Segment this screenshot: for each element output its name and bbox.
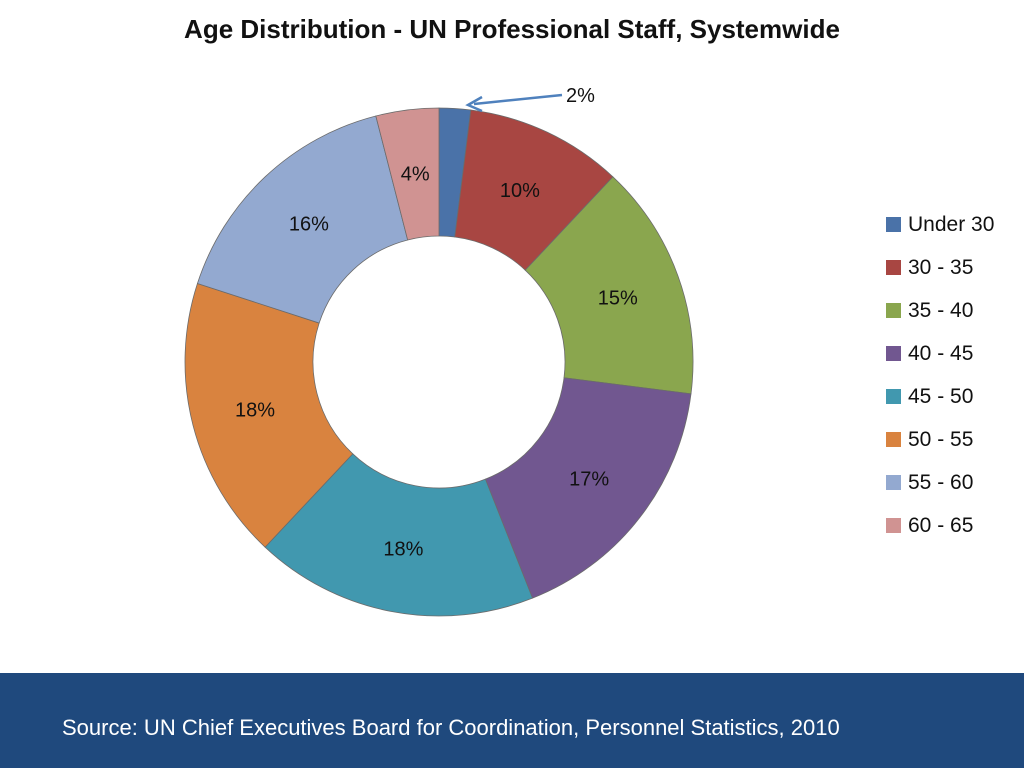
footer-bar: Source: UN Chief Executives Board for Co… <box>0 673 1024 768</box>
callout-arrowhead <box>465 95 483 113</box>
legend-label: 55 - 60 <box>908 470 974 494</box>
legend-swatch <box>886 432 901 447</box>
slice-50-55 <box>184 283 354 548</box>
legend-item-55-60: 55 - 60 <box>886 461 994 504</box>
legend-label: 30 - 35 <box>908 255 974 279</box>
legend-swatch <box>886 303 901 318</box>
slice-40-45 <box>484 377 692 599</box>
legend-swatch <box>886 346 901 361</box>
legend-swatch <box>886 217 901 232</box>
legend-item-50-55: 50 - 55 <box>886 418 994 461</box>
callout-line <box>473 93 563 106</box>
legend-swatch <box>886 260 901 275</box>
legend-item-60-65: 60 - 65 <box>886 504 994 547</box>
legend-item-30-35: 30 - 35 <box>886 246 994 289</box>
data-label-45-50: 18% <box>383 539 423 561</box>
legend-label: 50 - 55 <box>908 427 974 451</box>
slice-60-65 <box>375 107 440 241</box>
data-label-55-60: 16% <box>289 214 329 236</box>
legend-item-35-40: 35 - 40 <box>886 289 994 332</box>
slices-group <box>184 107 694 617</box>
legend-item-under-30: Under 30 <box>886 203 994 246</box>
legend-label: 60 - 65 <box>908 513 974 537</box>
donut-chart: 2% 10% 15% 17% 18% 18% 16% 4% <box>184 85 694 617</box>
legend-label: 45 - 50 <box>908 384 974 408</box>
data-label-50-55: 18% <box>235 399 275 421</box>
chart-title: Age Distribution - UN Professional Staff… <box>184 14 840 44</box>
legend-swatch <box>886 389 901 404</box>
legend-swatch <box>886 518 901 533</box>
legend-item-45-50: 45 - 50 <box>886 375 994 418</box>
slice-35-40 <box>524 176 694 395</box>
data-labels-group: 2% 10% 15% 17% 18% 18% 16% 4% <box>235 85 638 561</box>
data-label-40-45: 17% <box>569 469 609 491</box>
data-label-60-65: 4% <box>401 164 430 186</box>
legend-label: 35 - 40 <box>908 298 974 322</box>
source-note: Source: UN Chief Executives Board for Co… <box>62 715 840 740</box>
data-label-35-40: 15% <box>598 288 638 310</box>
data-label-under-30: 2% <box>566 85 595 107</box>
legend-label: Under 30 <box>908 212 995 236</box>
legend-item-40-45: 40 - 45 <box>886 332 994 375</box>
data-label-30-35: 10% <box>500 180 540 202</box>
legend-label: 40 - 45 <box>908 341 974 365</box>
slice-55-60 <box>196 115 409 324</box>
legend: Under 30 30 - 35 35 - 40 40 - 45 45 - 50 50 -… <box>886 203 994 547</box>
legend-swatch <box>886 475 901 490</box>
slice-45-50 <box>264 453 534 617</box>
